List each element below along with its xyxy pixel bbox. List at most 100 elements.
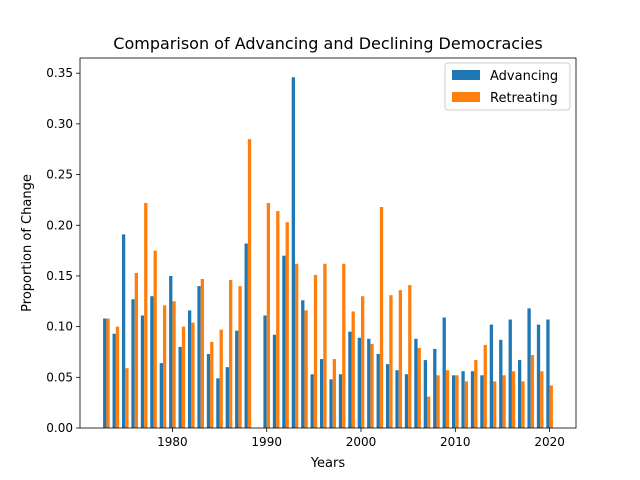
- bar-advancing-1990: [263, 315, 267, 428]
- bar-retreating-1978: [153, 250, 157, 428]
- bar-advancing-1982: [187, 310, 192, 428]
- bar-retreating-1975: [125, 368, 129, 428]
- y-tick-label-2: 0.10: [46, 320, 73, 334]
- bar-retreating-2000: [361, 296, 365, 428]
- bar-advancing-1988: [244, 243, 248, 428]
- bar-advancing-1980: [169, 275, 173, 428]
- bar-advancing-2006: [414, 338, 418, 428]
- x-tick-label-2020: 2020: [534, 435, 565, 449]
- bar-retreating-2015: [502, 375, 506, 428]
- bar-retreating-2007: [427, 396, 431, 428]
- bar-advancing-1996: [319, 359, 324, 428]
- y-tick-label-5: 0.25: [46, 168, 73, 182]
- bar-advancing-2003: [385, 364, 390, 428]
- bar-retreating-2011: [464, 381, 469, 428]
- bar-retreating-1999: [351, 311, 355, 428]
- bar-advancing-2012: [470, 371, 475, 428]
- bars-layer: [103, 77, 553, 428]
- x-tick-label-1980: 1980: [157, 435, 188, 449]
- bar-retreating-2019: [540, 371, 544, 428]
- bar-retreating-1983: [200, 278, 204, 428]
- bar-advancing-1975: [121, 234, 126, 428]
- bar-advancing-2001: [367, 338, 371, 428]
- bar-advancing-1978: [150, 296, 154, 428]
- bar-retreating-2008: [436, 375, 440, 428]
- chart-title: Comparison of Advancing and Declining De…: [113, 34, 542, 53]
- bar-retreating-2009: [445, 370, 450, 428]
- bar-retreating-2003: [389, 295, 393, 428]
- bar-retreating-2004: [398, 290, 403, 428]
- bar-retreating-1990: [266, 202, 271, 428]
- x-tick-label-2010: 2010: [440, 435, 471, 449]
- y-tick-label-7: 0.35: [46, 66, 73, 80]
- bar-retreating-2010: [455, 375, 459, 428]
- y-tick-label-0: 0.00: [46, 421, 73, 435]
- bar-retreating-1986: [228, 280, 233, 428]
- bar-advancing-1993: [291, 77, 295, 428]
- bar-advancing-1998: [338, 374, 343, 428]
- legend-swatch-advancing: [452, 70, 480, 80]
- y-axis-label: Proportion of Change: [20, 174, 35, 312]
- bar-advancing-1992: [282, 255, 286, 428]
- bar-retreating-1998: [342, 263, 346, 428]
- bar-advancing-1986: [225, 367, 229, 428]
- bar-advancing-1985: [216, 378, 220, 428]
- y-tick-label-1: 0.05: [46, 370, 73, 384]
- bar-advancing-1981: [178, 346, 182, 428]
- bar-advancing-1983: [197, 286, 201, 428]
- bar-advancing-2004: [395, 370, 399, 428]
- bar-retreating-2018: [530, 355, 535, 428]
- bar-advancing-1984: [206, 354, 211, 428]
- bar-advancing-1976: [131, 299, 135, 428]
- bar-advancing-1994: [301, 300, 305, 428]
- bar-advancing-1987: [235, 330, 239, 428]
- bar-retreating-2006: [417, 347, 421, 428]
- x-tick-label-1990: 1990: [251, 435, 282, 449]
- plot-frame: [79, 57, 577, 429]
- bar-advancing-2020: [546, 319, 550, 428]
- x-tick-label-2000: 2000: [346, 435, 377, 449]
- bar-advancing-2010: [452, 375, 456, 428]
- bar-advancing-1995: [310, 374, 314, 428]
- y-tick-label-4: 0.20: [46, 218, 73, 232]
- bar-advancing-1991: [272, 334, 277, 428]
- bar-retreating-2005: [408, 285, 412, 428]
- bar-advancing-2017: [518, 360, 522, 428]
- bar-retreating-1974: [115, 326, 120, 428]
- bar-advancing-2019: [536, 324, 541, 428]
- bar-retreating-1988: [247, 139, 252, 428]
- legend-label-advancing: Advancing: [490, 69, 558, 84]
- bar-retreating-2012: [474, 360, 478, 428]
- bar-advancing-1977: [140, 315, 145, 428]
- bar-advancing-1997: [329, 379, 333, 428]
- bar-retreating-1992: [285, 222, 289, 428]
- y-axis: 0.00 0.05 0.10 0.15 0.20 0.25 0.30 0.35: [46, 66, 80, 435]
- legend: Advancing Retreating: [444, 62, 571, 111]
- bar-retreating-2014: [493, 381, 497, 428]
- bar-retreating-2002: [379, 207, 384, 428]
- bar-advancing-2018: [527, 308, 531, 428]
- bar-advancing-2015: [499, 339, 503, 428]
- bar-advancing-1979: [159, 363, 163, 428]
- bar-retreating-1976: [134, 272, 138, 428]
- bar-advancing-1974: [112, 333, 116, 428]
- bar-advancing-2014: [489, 324, 494, 428]
- x-axis-label: Years: [310, 456, 346, 471]
- bar-advancing-2016: [508, 319, 512, 428]
- bar-advancing-2008: [433, 348, 437, 428]
- y-tick-label-6: 0.30: [46, 117, 73, 131]
- legend-swatch-retreating: [452, 92, 480, 102]
- bar-retreating-2001: [370, 343, 374, 428]
- bar-retreating-1995: [313, 274, 318, 428]
- bar-retreating-1977: [144, 202, 148, 428]
- bar-advancing-2007: [423, 360, 428, 428]
- bar-retreating-2020: [549, 385, 553, 428]
- bar-advancing-1973: [103, 318, 107, 428]
- bar-retreating-2017: [521, 381, 525, 428]
- x-axis: 1980 1990 2000 2010 2020: [157, 428, 565, 449]
- legend-label-retreating: Retreating: [490, 91, 558, 106]
- bar-retreating-1987: [238, 286, 242, 428]
- bar-retreating-1996: [323, 263, 327, 428]
- bar-retreating-1994: [304, 310, 308, 428]
